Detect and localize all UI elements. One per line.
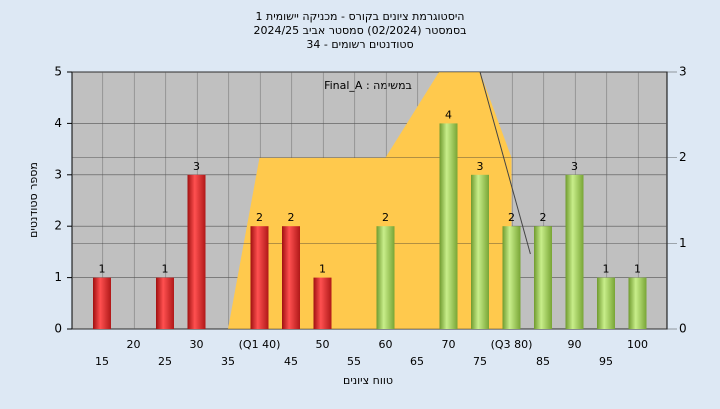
x-tick-label: 65 — [410, 355, 424, 368]
x-tick-label: 70 — [442, 338, 456, 351]
y-tick-label: 4 — [54, 116, 62, 130]
bar — [439, 123, 458, 330]
x-tick-label: 35 — [221, 355, 235, 368]
y-axis-label: מספר סטודנטים — [27, 162, 40, 238]
value-label: 2 — [508, 211, 515, 224]
bar — [534, 226, 552, 329]
y-tick-label: 2 — [54, 219, 62, 233]
title-line: סטודנטים רשומים - 34 — [306, 38, 413, 51]
bar — [565, 174, 584, 329]
x-tick-label: (Q3 80) — [491, 338, 533, 351]
value-label: 4 — [445, 108, 452, 121]
value-label: 1 — [162, 263, 169, 276]
y2-tick-label: 0 — [679, 322, 687, 336]
x-tick-label: 15 — [95, 355, 109, 368]
value-label: 1 — [603, 263, 610, 276]
bar — [628, 277, 647, 329]
value-label: 2 — [540, 211, 547, 224]
area-edge — [479, 71, 531, 255]
value-label: 1 — [319, 263, 326, 276]
bar — [187, 174, 206, 329]
bar — [313, 277, 332, 329]
bar — [376, 226, 395, 329]
bar — [93, 277, 111, 329]
bar — [502, 226, 521, 329]
value-label: 2 — [256, 211, 263, 224]
x-tick-label: 25 — [158, 355, 172, 368]
value-label: 3 — [477, 160, 484, 173]
value-label: 1 — [99, 263, 106, 276]
title-line: היסטוגרמת ציונים בקורס - מכניקה יישומית … — [256, 10, 465, 23]
value-label: 2 — [288, 211, 295, 224]
value-label: 2 — [382, 211, 389, 224]
value-label: 3 — [193, 160, 200, 173]
bar — [597, 277, 615, 329]
y-tick-label: 5 — [54, 65, 62, 79]
x-tick-label: 20 — [127, 338, 141, 351]
y2-tick-label: 1 — [679, 236, 687, 250]
x-tick-label: 100 — [627, 338, 648, 351]
title-line: בסמסטר (02/2024) סמסטר אביב 2024/25 — [253, 24, 466, 37]
bar — [471, 174, 489, 329]
x-tick-label: 90 — [568, 338, 582, 351]
y-tick-label: 0 — [54, 322, 62, 336]
x-tick-label: 55 — [347, 355, 361, 368]
x-axis-label: טווח ציונים — [343, 374, 393, 387]
x-tick-label: 85 — [536, 355, 550, 368]
x-tick-label: 75 — [473, 355, 487, 368]
x-tick-label: 60 — [379, 338, 393, 351]
bar — [250, 226, 269, 329]
y2-tick-label: 3 — [679, 65, 687, 79]
bar — [156, 277, 174, 329]
value-label: 1 — [634, 263, 641, 276]
y2-tick-label: 2 — [679, 150, 687, 164]
y-tick-label: 3 — [54, 167, 62, 181]
x-tick-label: 30 — [190, 338, 204, 351]
value-label: 3 — [571, 160, 578, 173]
bar — [282, 226, 300, 329]
x-tick-label: 95 — [599, 355, 613, 368]
y-tick-label: 1 — [54, 270, 62, 284]
x-tick-label: (Q1 40) — [239, 338, 281, 351]
x-tick-label: 50 — [316, 338, 330, 351]
annotation: Final_A : במשימה — [324, 79, 412, 92]
x-tick-label: 45 — [284, 355, 298, 368]
